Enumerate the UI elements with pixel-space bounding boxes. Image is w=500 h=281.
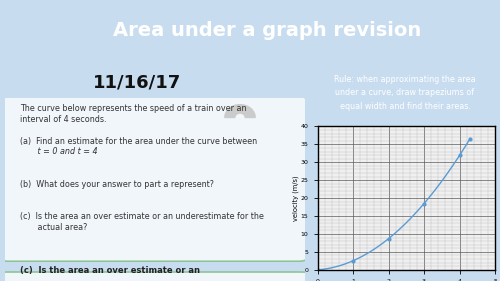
FancyBboxPatch shape [0,97,308,261]
FancyBboxPatch shape [0,272,308,281]
Text: t = 0 and t = 4: t = 0 and t = 4 [20,147,98,157]
Y-axis label: velocity (m/s): velocity (m/s) [292,175,299,221]
Wedge shape [225,105,255,117]
Text: actual area?: actual area? [20,223,87,232]
Text: Rule: when approximating the area
under a curve, draw trapeziums of
equal width : Rule: when approximating the area under … [334,75,476,110]
Text: (c)  Is the area an over estimate or an: (c) Is the area an over estimate or an [20,266,200,275]
Text: (b)  What does your answer to part a represent?: (b) What does your answer to part a repr… [20,180,214,189]
Text: The curve below represents the speed of a train over an: The curve below represents the speed of … [20,104,246,113]
Text: Area under a graph revision: Area under a graph revision [114,21,422,40]
Text: interval of 4 seconds.: interval of 4 seconds. [20,115,106,124]
Text: 11/16/17: 11/16/17 [92,74,181,92]
Text: (c)  Is the area an over estimate or an underestimate for the: (c) Is the area an over estimate or an u… [20,212,264,221]
Text: (a)  Find an estimate for the area under the curve between: (a) Find an estimate for the area under … [20,137,257,146]
